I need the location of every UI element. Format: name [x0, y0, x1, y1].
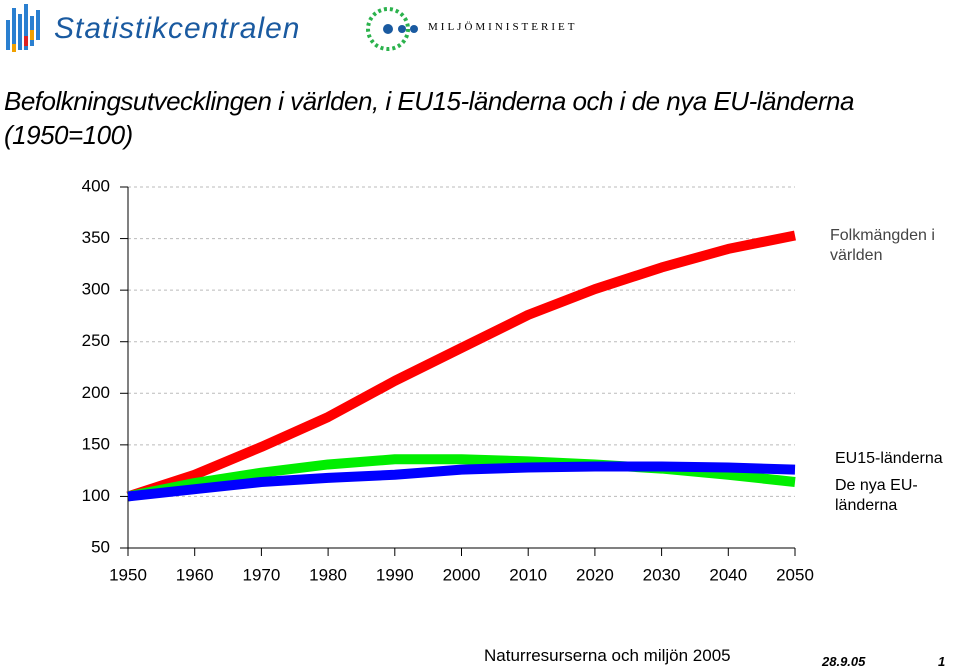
- x-tick-label: 2020: [576, 565, 614, 584]
- y-tick-label: 350: [82, 228, 110, 247]
- logo-left: Statistikcentralen: [54, 12, 301, 45]
- x-tick-label: 2040: [709, 565, 747, 584]
- y-tick-label: 300: [82, 280, 110, 299]
- x-tick-label: 2000: [443, 565, 481, 584]
- y-tick-label: 200: [82, 383, 110, 402]
- y-tick-label: 150: [82, 434, 110, 453]
- y-tick-label: 400: [82, 176, 110, 195]
- x-tick-label: 1990: [376, 565, 414, 584]
- x-tick-label: 2010: [509, 565, 547, 584]
- footer-date: 28.9.05: [822, 654, 866, 669]
- chart-title: Befolkningsutvecklingen i världen, i EU1…: [4, 86, 854, 150]
- series-line: [126, 230, 796, 502]
- x-tick-label: 2030: [643, 565, 681, 584]
- series-line: [127, 461, 796, 502]
- x-tick-label: 2050: [776, 565, 814, 584]
- y-tick-label: 250: [82, 331, 110, 350]
- x-tick-label: 1960: [176, 565, 214, 584]
- y-tick-label: 100: [82, 486, 110, 505]
- legend-label: De nya EU-länderna: [835, 477, 918, 514]
- logo-bars: [6, 4, 40, 52]
- logo-circle: [366, 7, 418, 51]
- x-tick-label: 1970: [242, 565, 280, 584]
- legend-label: EU15-länderna: [835, 450, 943, 467]
- logo-right: MILJÖMINISTERIET: [428, 21, 578, 33]
- page-number: 1: [938, 654, 946, 669]
- footer-text: Naturresurserna och miljön 2005: [484, 646, 731, 665]
- y-tick-label: 50: [91, 537, 110, 556]
- x-tick-label: 1950: [109, 565, 147, 584]
- legend-label: Folkmängden i världen: [830, 227, 935, 264]
- x-tick-label: 1980: [309, 565, 347, 584]
